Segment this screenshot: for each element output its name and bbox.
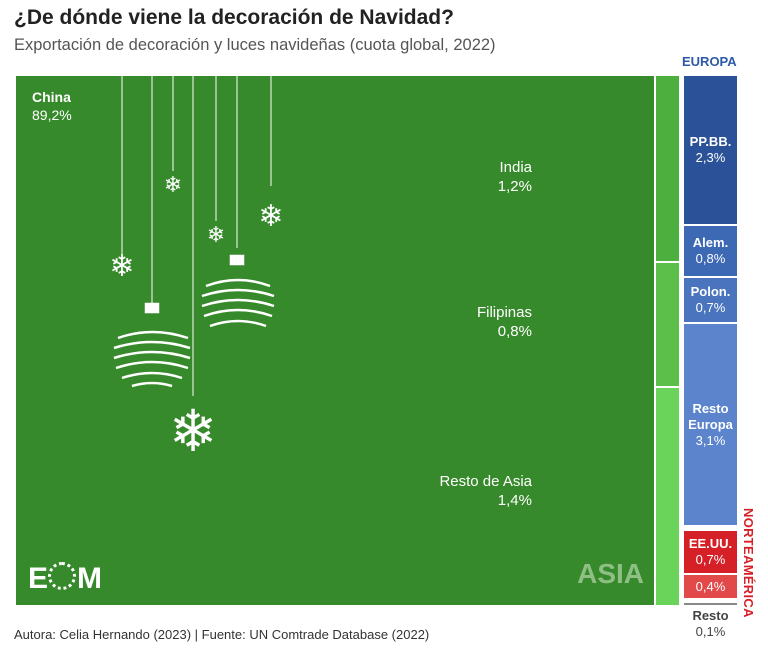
cell-ppbb: PP.BB. 2,3% <box>684 76 737 224</box>
cell-filipinas <box>656 263 679 386</box>
na-other-value: 0,4% <box>695 578 726 594</box>
group-label-norteamerica: NORTEAMÉRICA <box>741 508 756 618</box>
snowflake-icon: ❄ <box>164 172 182 197</box>
chart-subtitle: Exportación de decoración y luces navide… <box>14 36 496 54</box>
resto-value: 0,1% <box>695 624 726 639</box>
filipinas-text: Filipinas 0,8% <box>477 303 532 341</box>
cell-resto-asia <box>656 388 679 605</box>
india-label: India <box>499 159 532 176</box>
ornaments-decoration: ❄ ❄ ❄ ❄ ❄ <box>109 76 284 464</box>
bauble-icon <box>201 254 275 328</box>
chart-title: ¿De dónde viene la decoración de Navidad… <box>14 6 454 29</box>
cell-resto-europa: Resto Europa 3,1% <box>684 324 737 525</box>
eeuu-value: 0,7% <box>695 552 726 567</box>
resto-asia-text: Resto de Asia 1,4% <box>439 472 532 510</box>
snowflake-icon: ❄ <box>109 250 134 283</box>
india-value: 1,2% <box>497 178 532 195</box>
group-label-asia: ASIA <box>577 558 644 589</box>
cell-india <box>656 76 679 261</box>
ppbb-value: 2,3% <box>695 150 726 165</box>
resto-divider <box>684 603 737 605</box>
india-text: India 1,2% <box>498 158 532 196</box>
cell-resto: Resto 0,1% <box>684 607 737 641</box>
cell-polon: Polon. 0,7% <box>684 278 737 322</box>
cell-alem: Alem. 0,8% <box>684 226 737 276</box>
snowflake-icon: ❄ <box>258 200 283 233</box>
cell-na-other: 0,4% <box>684 575 737 598</box>
filipinas-label: Filipinas <box>476 304 532 321</box>
resto-asia-label: Resto de Asia <box>439 473 532 490</box>
china-label: China <box>32 89 71 105</box>
polon-value: 0,7% <box>695 300 726 315</box>
snowflake-icon: ❄ <box>169 399 218 464</box>
cell-eeuu: EE.UU. 0,7% <box>684 531 737 573</box>
bauble-icon <box>113 302 191 388</box>
polon-label: Polon. <box>690 284 731 299</box>
alem-value: 0,8% <box>695 251 726 266</box>
alem-label: Alem. <box>692 235 729 250</box>
resto-asia-value: 1,4% <box>497 492 532 509</box>
resto-europa-label: Resto Europa <box>688 400 733 432</box>
filipinas-value: 0,8% <box>497 323 532 340</box>
resto-label: Resto <box>692 608 729 623</box>
china-value: 89,2% <box>32 107 72 123</box>
footer-credits: Autora: Celia Hernando (2023) | Fuente: … <box>14 627 430 642</box>
ppbb-label: PP.BB. <box>689 134 732 149</box>
group-label-europa: EUROPA <box>682 54 737 69</box>
resto-europa-value: 3,1% <box>695 432 726 448</box>
eeuu-label: EE.UU. <box>688 536 733 551</box>
snowflake-icon: ❄ <box>207 222 225 247</box>
